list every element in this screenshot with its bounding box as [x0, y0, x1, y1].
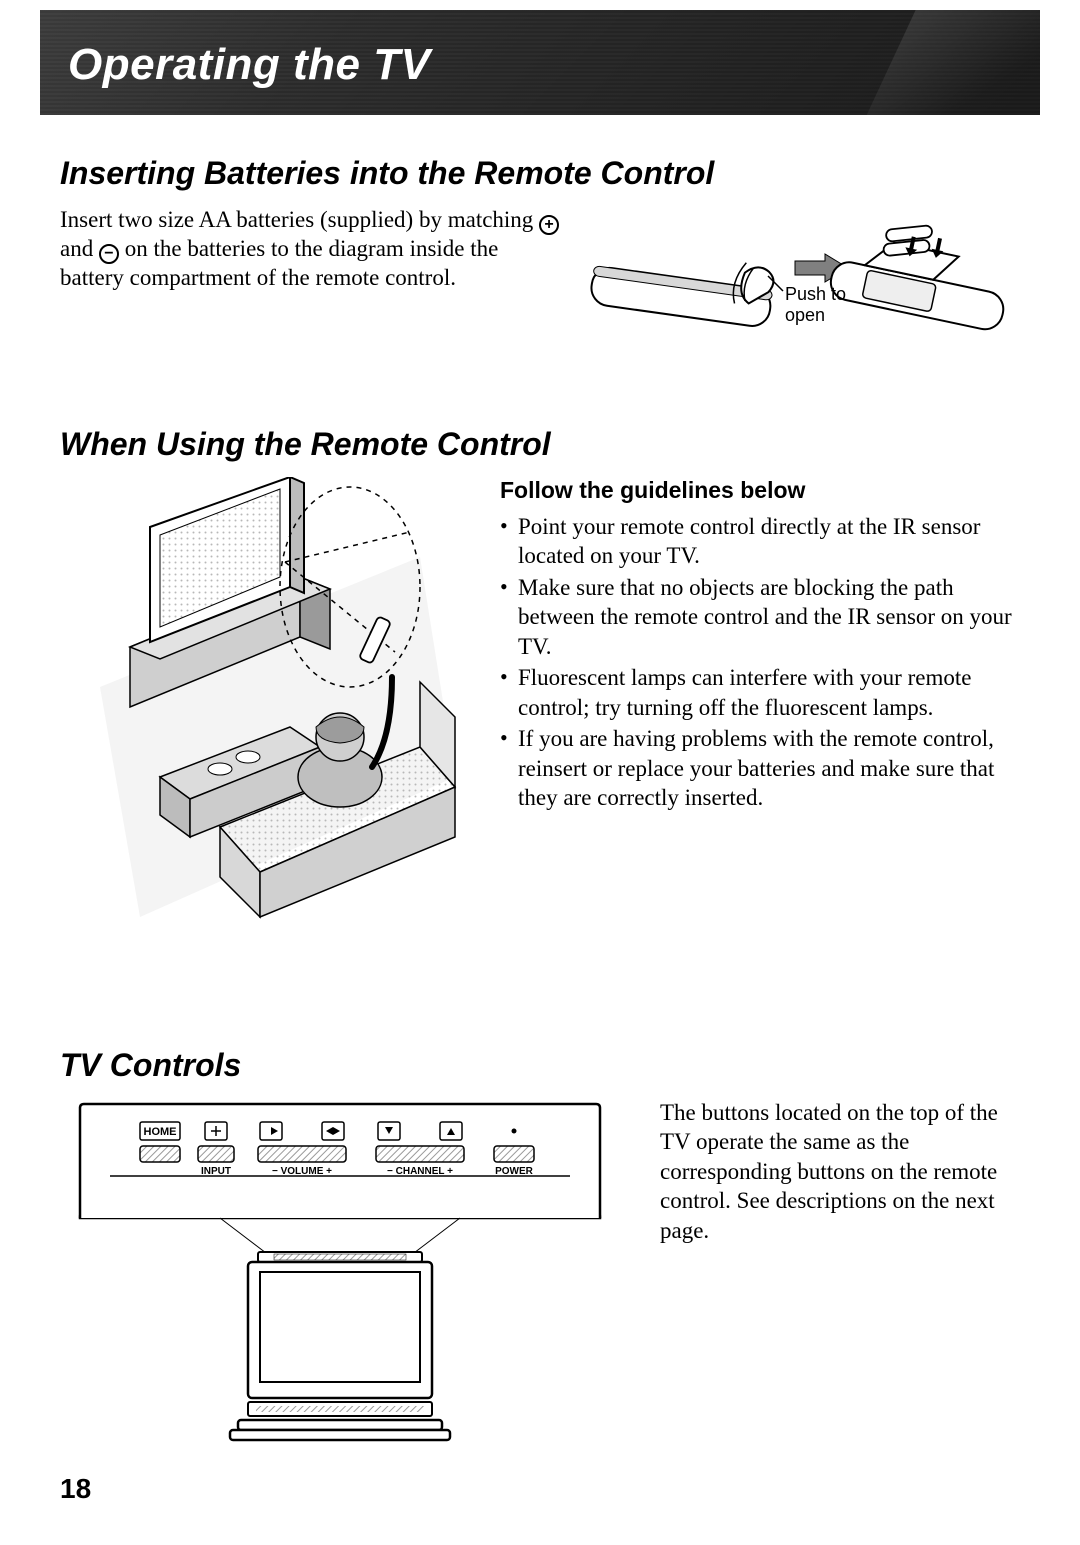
guidelines-list: Point your remote control directly at th… [500, 512, 1020, 812]
controls-text: The buttons located on the top of the TV… [660, 1098, 1020, 1245]
svg-text:− VOLUME +: − VOLUME + [272, 1166, 332, 1177]
minus-icon: − [99, 244, 119, 264]
intro-part-a: Insert two size AA batteries (supplied) … [60, 207, 539, 232]
battery-figure: Push to open [590, 206, 1020, 366]
svg-text:− CHANNEL +: − CHANNEL + [387, 1166, 453, 1177]
list-item: If you are having problems with the remo… [500, 724, 1020, 812]
intro-part-b: and [60, 236, 99, 261]
usage-figure [60, 477, 460, 937]
intro-part-c: on the batteries to the diagram inside t… [60, 236, 498, 290]
chapter-title: Operating the TV [40, 10, 1040, 90]
usage-guidelines: Follow the guidelines below Point your r… [500, 477, 1020, 937]
page-number: 18 [60, 1473, 91, 1505]
batteries-row: Insert two size AA batteries (supplied) … [60, 206, 1020, 366]
chapter-banner: Operating the TV [40, 10, 1040, 115]
svg-text:HOME: HOME [144, 1126, 177, 1138]
svg-text:INPUT: INPUT [201, 1166, 231, 1177]
list-item: Make sure that no objects are blocking t… [500, 573, 1020, 661]
list-item: Fluorescent lamps can interfere with you… [500, 663, 1020, 722]
page-body: Inserting Batteries into the Remote Cont… [0, 115, 1080, 1498]
plus-icon: + [539, 215, 559, 235]
list-item: Point your remote control directly at th… [500, 512, 1020, 571]
batteries-intro: Insert two size AA batteries (supplied) … [60, 206, 566, 293]
section-title-batteries: Inserting Batteries into the Remote Cont… [60, 155, 1020, 192]
push-to-open-label: Push to open [785, 284, 846, 325]
svg-text:POWER: POWER [495, 1166, 534, 1177]
section-title-usage: When Using the Remote Control [60, 426, 1020, 463]
guidelines-subhead: Follow the guidelines below [500, 477, 1020, 504]
controls-figure: HOME INPUT − VOLUME + [60, 1098, 620, 1498]
section-title-controls: TV Controls [60, 1047, 1020, 1084]
usage-row: Follow the guidelines below Point your r… [60, 477, 1020, 937]
controls-row: HOME INPUT − VOLUME + [60, 1098, 1020, 1498]
